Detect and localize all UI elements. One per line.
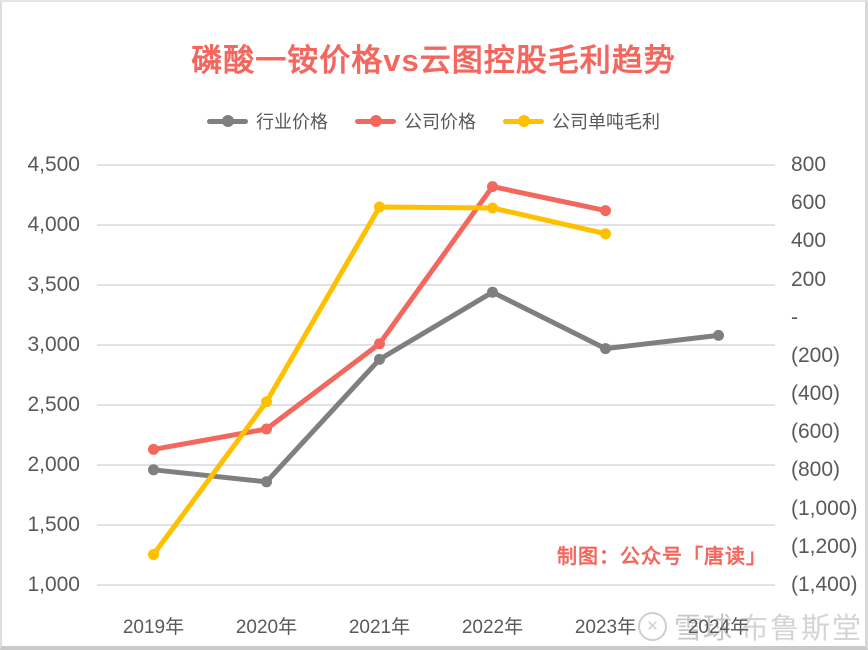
y-axis-right-tick: (200)	[791, 343, 841, 367]
data-point[interactable]	[374, 338, 385, 350]
data-point[interactable]	[600, 205, 611, 217]
snowball-logo-icon: ✕	[638, 611, 667, 641]
data-point[interactable]	[261, 476, 272, 488]
dot-icon	[517, 115, 530, 127]
legend-label: 公司单吨毛利	[552, 112, 660, 132]
data-point[interactable]	[261, 423, 272, 435]
y-axis-right-tick: -	[791, 305, 798, 329]
y-axis-left-tick: 1,500	[27, 513, 80, 536]
credit-annotation: 制图：公众号「唐读」	[557, 546, 767, 568]
line-marker-icon	[503, 115, 544, 127]
data-point[interactable]	[713, 329, 724, 341]
y-axis-left-tick: 2,500	[27, 393, 80, 416]
legend-item-company-unit-profit[interactable]: 公司单吨毛利	[503, 108, 660, 134]
line-marker-icon	[355, 115, 396, 127]
line-marker-icon	[207, 115, 248, 127]
data-point[interactable]	[600, 343, 611, 355]
x-axis-tick: 2021年	[348, 617, 411, 638]
series-line-2	[151, 204, 608, 557]
y-axis-right-tick: (800)	[791, 458, 841, 482]
dot-icon	[221, 115, 234, 127]
data-point[interactable]	[148, 443, 159, 455]
y-axis-right-tick: 600	[791, 191, 827, 215]
y-axis-right-tick: 800	[791, 153, 827, 176]
data-point[interactable]	[148, 548, 159, 560]
data-point[interactable]	[261, 396, 272, 408]
y-axis-left-tick: 3,000	[27, 333, 80, 356]
x-axis-tick: 2019年	[122, 617, 185, 638]
legend-item-industry-price[interactable]: 行业价格	[207, 108, 328, 134]
watermark: ✕ 雪球 布鲁斯堂	[638, 605, 864, 646]
data-point[interactable]	[374, 353, 385, 365]
y-axis-left-tick: 1,000	[27, 573, 80, 596]
y-axis-right-tick: 400	[791, 229, 827, 253]
x-axis-tick: 2020年	[235, 617, 298, 638]
y-axis-right-tick: (1,000)	[791, 496, 858, 520]
y-axis-right-tick: (1,400)	[791, 573, 858, 596]
series-line-0	[151, 289, 721, 485]
data-point[interactable]	[374, 201, 385, 213]
data-point[interactable]	[148, 464, 159, 476]
watermark-user-name: 布鲁斯堂	[739, 613, 864, 645]
legend-label: 行业价格	[256, 112, 328, 132]
legend-label: 公司价格	[404, 112, 476, 132]
y-axis-left-tick: 3,500	[27, 273, 80, 296]
legend: 行业价格 公司价格 公司单吨毛利	[2, 108, 865, 134]
data-point[interactable]	[487, 181, 498, 193]
x-axis-tick: 2022年	[461, 617, 524, 638]
x-axis-tick: 2023年	[574, 617, 637, 638]
y-axis-right-tick: (1,200)	[791, 534, 858, 558]
data-point[interactable]	[487, 286, 498, 298]
data-point[interactable]	[487, 202, 498, 214]
y-axis-left-tick: 4,000	[27, 213, 80, 236]
y-axis-left-tick: 4,500	[27, 153, 80, 176]
legend-item-company-price[interactable]: 公司价格	[355, 108, 476, 134]
y-axis-left-tick: 2,000	[27, 453, 80, 476]
y-axis-right-tick: (600)	[791, 420, 841, 444]
y-axis-right-tick: 200	[791, 267, 827, 291]
y-axis-right-tick: (400)	[791, 382, 841, 406]
x-axis-tick: 2024年	[687, 617, 750, 638]
chart-title: 磷酸一铵价格vs云图控股毛利趋势	[191, 43, 676, 78]
watermark-site-name: 雪球	[674, 613, 733, 645]
dot-icon	[369, 115, 382, 127]
series-line-1	[151, 184, 608, 452]
data-point[interactable]	[600, 228, 611, 240]
